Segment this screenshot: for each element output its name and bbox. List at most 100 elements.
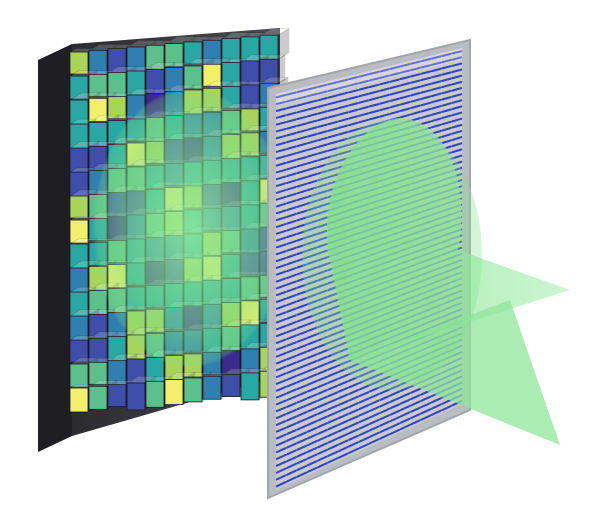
- screen-dot-dash: [317, 156, 328, 162]
- pixel-cube: [88, 361, 108, 385]
- pixel-cube: [88, 385, 108, 410]
- screen-dot-dash: [286, 91, 297, 96]
- screen-dot-dash: [306, 326, 318, 332]
- screen-dot-dash: [420, 120, 432, 125]
- screen-dot-dash: [296, 102, 308, 107]
- screen-dot-dash: [441, 52, 452, 57]
- screen-dot-dash: [337, 393, 349, 400]
- screen-dot-dash: [275, 386, 287, 392]
- screen-dot-dash: [358, 99, 370, 104]
- screen-dot-dash: [348, 441, 359, 448]
- screen-dot-dash: [296, 418, 308, 424]
- pixel-cube-top: [87, 44, 119, 51]
- pixel-cube-top: [68, 48, 96, 53]
- screen-dot-dash: [296, 209, 308, 215]
- screen-dot-dash: [389, 91, 401, 96]
- screen-dot-dash: [306, 373, 318, 379]
- screen-dot-dash: [348, 376, 359, 382]
- screen-dot-dash: [430, 409, 442, 416]
- screen-dot-dash: [296, 135, 308, 141]
- screen-dot-dash: [399, 63, 411, 68]
- screen-dot-dash: [379, 388, 390, 395]
- screen-dot-dash: [348, 76, 359, 81]
- screen-dot-dash: [317, 409, 328, 415]
- screen-dot-dash: [275, 284, 287, 290]
- screen-dot-dash: [441, 398, 452, 405]
- screen-dot-dash: [306, 139, 318, 145]
- screen-dot-dash: [368, 373, 380, 380]
- screen-dot-dash: [399, 75, 411, 80]
- screen-dot-dash: [286, 125, 297, 130]
- screen-dot-dash: [368, 380, 380, 387]
- screen-dot-dash: [358, 118, 370, 124]
- screen-dot-dash: [306, 233, 318, 239]
- screen-dot-dash: [296, 115, 308, 120]
- screen-dot-dash: [306, 186, 318, 192]
- screen-dot-dash: [348, 82, 359, 87]
- screen-dot-dash: [306, 293, 318, 299]
- screen-dot-dash: [410, 92, 421, 97]
- screen-dot-dash: [337, 387, 349, 393]
- screen-dot-dash: [410, 66, 421, 72]
- screen-dot-dash: [389, 416, 401, 423]
- screen-dot-dash: [286, 476, 297, 483]
- screen-dot-dash: [275, 121, 287, 126]
- screen-dot-dash: [306, 340, 318, 346]
- screen-dot-dash: [275, 162, 287, 167]
- screen-dot-dash: [275, 331, 287, 338]
- screen-dot-dash: [317, 429, 328, 435]
- screen-dot-dash: [296, 297, 308, 303]
- screen-dot-dash: [275, 229, 287, 235]
- screen-dot-dash: [317, 289, 328, 295]
- screen-dot-dash: [317, 236, 328, 242]
- screen-dot-dash: [275, 128, 287, 133]
- screen-dot-dash: [306, 380, 318, 386]
- cone-upper-lobe: [326, 118, 570, 360]
- screen-dot-dash: [275, 195, 287, 201]
- screen-dot-dash: [430, 55, 442, 60]
- screen-dot-dash: [441, 89, 452, 95]
- screen-dot-dash: [286, 442, 297, 449]
- screen-dot-dash: [306, 146, 318, 151]
- screen-dot-dash: [441, 108, 452, 113]
- screen-dot-dash: [296, 330, 308, 336]
- screen-dot-dash: [275, 304, 287, 310]
- screen-dot-dash: [430, 61, 442, 66]
- screen-dot-dash: [430, 123, 442, 129]
- screen-dot-dash: [379, 113, 390, 118]
- screen-dot-dash: [275, 114, 287, 119]
- screen-dot-dash: [430, 67, 442, 73]
- screen-dot-dash: [296, 169, 308, 174]
- screen-dot-dash: [296, 162, 308, 168]
- screen-dot-dash: [348, 128, 359, 133]
- screen-dot-dash: [275, 155, 287, 160]
- screen-dot-dash: [399, 101, 411, 106]
- screen-dot-dash: [275, 392, 287, 399]
- screen-dot-dash: [358, 384, 370, 391]
- screen-dot-dash: [430, 98, 442, 104]
- screen-dot-dash: [451, 124, 463, 129]
- screen-dot-dash: [451, 130, 463, 135]
- screen-dot-dash: [368, 386, 380, 393]
- screen-dot-dash: [441, 83, 452, 89]
- screen-dot-dash: [296, 397, 308, 404]
- screen-dot-dash: [317, 263, 328, 268]
- screen-dot-dash: [399, 392, 411, 399]
- screen-dot-dash: [420, 76, 432, 81]
- screen-dot-dash: [389, 390, 401, 397]
- screen-dot-dash: [441, 120, 452, 126]
- screen-dot-dash: [286, 415, 297, 422]
- screen-dot-dash: [286, 469, 297, 476]
- screen-dot-dash: [317, 422, 328, 429]
- screen-dot-dash: [317, 216, 328, 222]
- screen-dot-dash: [296, 303, 308, 309]
- screen-dot-dash: [286, 435, 297, 442]
- screen-dot-dash: [286, 267, 297, 273]
- screen-dot-dash: [430, 397, 442, 404]
- screen-dot-dash: [327, 404, 339, 411]
- screen-dot-dash: [451, 56, 463, 61]
- screen-dot-dash: [327, 450, 339, 457]
- screen-dot-dash: [317, 448, 328, 455]
- screen-dot-dash: [296, 122, 308, 127]
- screen-dot-dash: [275, 134, 287, 140]
